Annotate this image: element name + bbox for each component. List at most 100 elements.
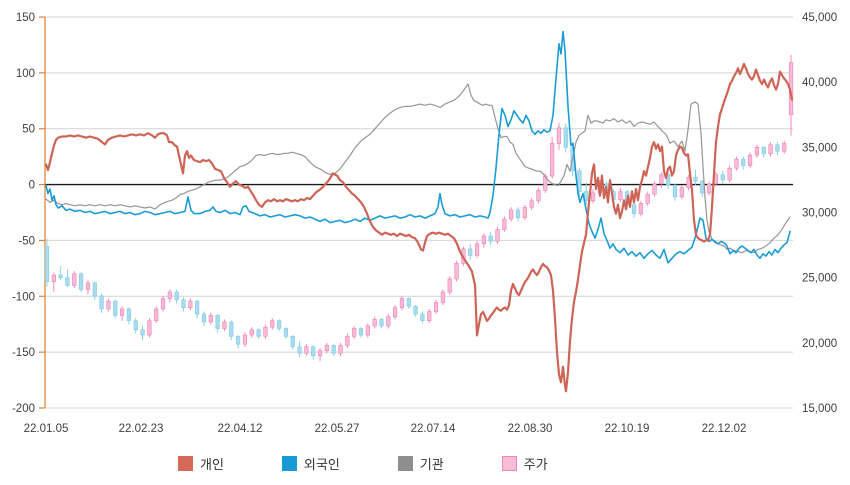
chart-legend: 개인 외국인 기관 주가 — [0, 448, 850, 478]
candle-body — [379, 319, 384, 327]
candle-body — [563, 127, 568, 148]
right-axis-label: 15,000 — [802, 403, 837, 415]
series-line-기관 — [45, 83, 791, 254]
legend-item-individual[interactable]: 개인 — [178, 454, 224, 473]
candle-body — [768, 144, 773, 155]
candle-body — [509, 209, 514, 220]
x-axis-label: 22.07.14 — [411, 423, 456, 435]
candle-body — [433, 302, 439, 312]
candle-body — [119, 308, 125, 316]
candle-body — [345, 336, 350, 346]
candle-body — [488, 235, 493, 242]
candle-body — [761, 147, 766, 155]
candle-body — [160, 298, 166, 310]
candle-body — [638, 203, 643, 215]
candle-body — [140, 329, 145, 336]
candle-body — [536, 190, 541, 202]
candle-body — [79, 273, 84, 290]
candle-body — [106, 300, 111, 310]
candle-body — [672, 184, 678, 198]
candle-body — [208, 315, 213, 323]
right-axis-label: 25,000 — [802, 273, 837, 285]
candle-body — [707, 183, 712, 194]
candle-body — [256, 329, 261, 337]
candle-body — [85, 282, 91, 290]
candle-body — [522, 206, 527, 219]
candle-body — [495, 229, 500, 242]
candle-body — [420, 313, 425, 321]
candle-body — [72, 273, 77, 286]
legend-label: 기관 — [419, 456, 444, 472]
candle-body — [99, 295, 104, 310]
legend-item-institution[interactable]: 기관 — [397, 454, 444, 473]
candle-body — [427, 311, 432, 321]
candle-body — [693, 177, 698, 182]
left-axis-label: 100 — [16, 68, 35, 80]
right-axis-label: 20,000 — [802, 338, 837, 350]
candle-body — [447, 278, 452, 293]
candle-body — [440, 291, 446, 303]
candle-body — [51, 274, 56, 282]
candle-body — [720, 174, 725, 181]
candle-body — [174, 291, 179, 301]
right-axis-label: 30,000 — [802, 208, 837, 220]
candle-body — [236, 336, 241, 345]
legend-label: 외국인 — [303, 456, 340, 472]
x-axis-label: 22.12.02 — [702, 423, 747, 435]
candle-body — [747, 154, 753, 166]
candle-body — [372, 319, 377, 327]
candle-body — [734, 158, 739, 169]
x-axis-label: 22.02.23 — [119, 423, 164, 435]
candle-body — [618, 191, 623, 200]
candle-body — [311, 346, 316, 357]
candle-body — [666, 174, 671, 186]
foreigner-swatch-icon — [281, 455, 297, 471]
candle-body — [229, 321, 234, 337]
legend-item-price[interactable]: 주가 — [501, 454, 548, 473]
institution-swatch-icon — [397, 455, 413, 471]
candle-body — [515, 209, 521, 219]
x-axis-label: 22.08.30 — [508, 423, 553, 435]
candle-body — [502, 218, 507, 230]
candle-body — [317, 350, 323, 357]
candle-body — [413, 306, 418, 315]
series-line-외국인 — [45, 30, 791, 264]
candle-body — [297, 346, 302, 354]
candle-body — [283, 328, 289, 337]
candle-body — [167, 291, 172, 299]
candle-body — [154, 308, 159, 321]
candle-body — [741, 158, 746, 166]
candle-body — [556, 127, 562, 144]
x-axis-label: 22.10.19 — [605, 423, 650, 435]
candle-body — [201, 313, 207, 323]
candle-body — [242, 334, 248, 345]
candle-body — [645, 193, 650, 204]
right-axis-label: 45,000 — [802, 12, 837, 24]
x-axis-label: 22.05.27 — [315, 423, 360, 435]
left-axis-label: 50 — [22, 124, 35, 136]
candle-body — [584, 191, 589, 202]
candle-body — [386, 316, 391, 327]
candle-body — [215, 315, 220, 329]
candle-body — [92, 282, 97, 297]
candle-body — [188, 300, 193, 308]
candle-body — [754, 147, 760, 156]
candle-body — [782, 143, 787, 152]
candle-body — [474, 243, 480, 256]
candle-body — [222, 321, 227, 329]
legend-label: 개인 — [200, 456, 224, 472]
candle-body — [406, 298, 411, 307]
candle-body — [529, 200, 534, 208]
candle-body — [181, 299, 186, 308]
left-axis-label: -150 — [12, 347, 35, 359]
candle-body — [304, 346, 309, 354]
legend-item-foreigner[interactable]: 외국인 — [281, 454, 340, 473]
candle-body — [147, 320, 152, 336]
candle-body — [263, 326, 268, 337]
price-swatch-icon — [501, 455, 517, 471]
candle-body — [65, 277, 70, 286]
candle-body — [631, 204, 637, 215]
x-axis-label: 22.01.05 — [24, 423, 69, 435]
